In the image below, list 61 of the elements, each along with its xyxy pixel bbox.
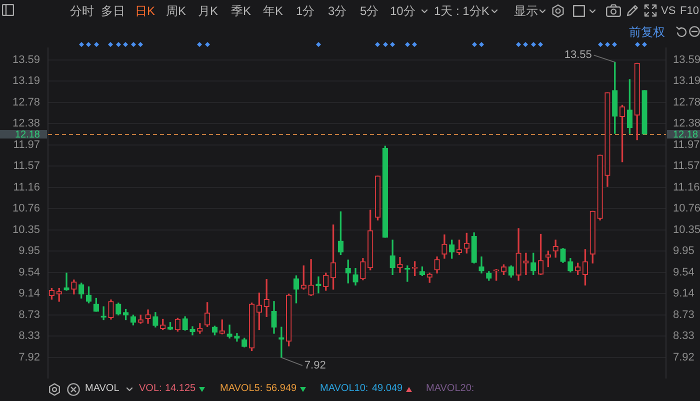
text: 3分 [328,4,347,18]
text: VOL: [139,383,162,395]
y2-tick-label: 8.73 [673,309,694,322]
candlestick [523,252,529,275]
text: 年K [263,4,284,18]
annotation: 7.92 [304,360,326,372]
y2-tick-label: 12.78 [673,96,700,109]
text: MAVOL10: [320,383,368,395]
y2-tick-label: 9.95 [673,245,694,258]
text: F10 [680,4,699,18]
y2-tick-label: 10.76 [673,202,700,215]
text: MAVOL5: [220,383,263,395]
y-tick-label: 8.33 [18,330,40,342]
text: 49.049 [372,383,403,395]
text: MAVOL20: [426,383,474,395]
y-tick-label: 9.14 [18,288,40,300]
text: MAVOL [85,383,120,395]
y-tick-label: 8.73 [18,309,40,322]
y-tick-label: 9.54 [18,266,40,279]
y2-tick-label: 12.38 [673,118,700,130]
y2-tick-label: 11.16 [673,182,700,194]
y-tick-label: 12.78 [12,96,40,109]
y2-tick-label: 11.57 [673,160,700,172]
text: 前复权 [629,25,665,39]
text: 56.949 [266,383,297,395]
y-tick-label: 11.97 [13,139,40,152]
y2-tick-label: 9.14 [673,288,694,300]
y2-tick-label: 11.97 [673,139,700,152]
y-tick-label: 9.95 [18,245,40,258]
y-tick-label: 11.57 [13,160,40,172]
text: 5分 [360,4,379,18]
y2-tick-label: 8.33 [673,330,694,342]
text: 1分 [296,4,315,18]
text: 14.125 [165,383,196,395]
y-tick-label: 13.59 [12,54,40,66]
annotation: 13.55 [564,49,592,62]
ref-line-label: 12.18 [673,129,698,140]
y-tick-label: 10.76 [12,202,40,215]
text: 周K [166,4,186,18]
text: VS [661,4,676,18]
y-tick-label: 12.38 [12,118,40,130]
text: 显示 [514,4,538,18]
y2-tick-label: 13.19 [673,75,700,88]
text: 10分 [390,4,416,18]
y-tick-label: 10.35 [12,224,40,236]
text: 日K [135,4,156,18]
text: 多日 [101,4,125,18]
text: 12.18 [14,129,40,140]
text: 季K [231,4,252,18]
y-tick-label: 11.16 [13,182,40,194]
text: 分时 [70,4,94,18]
text: 1天 : 1分K [434,4,490,18]
text: 月K [198,4,218,18]
y2-tick-label: 7.92 [673,352,694,364]
y-tick-label: 13.19 [12,75,40,88]
candlestick [226,324,232,338]
y2-tick-label: 13.59 [673,54,700,66]
y2-tick-label: 9.54 [673,266,694,279]
candlestick [397,257,403,273]
y2-tick-label: 10.35 [673,224,700,236]
y-tick-label: 7.92 [18,352,40,364]
